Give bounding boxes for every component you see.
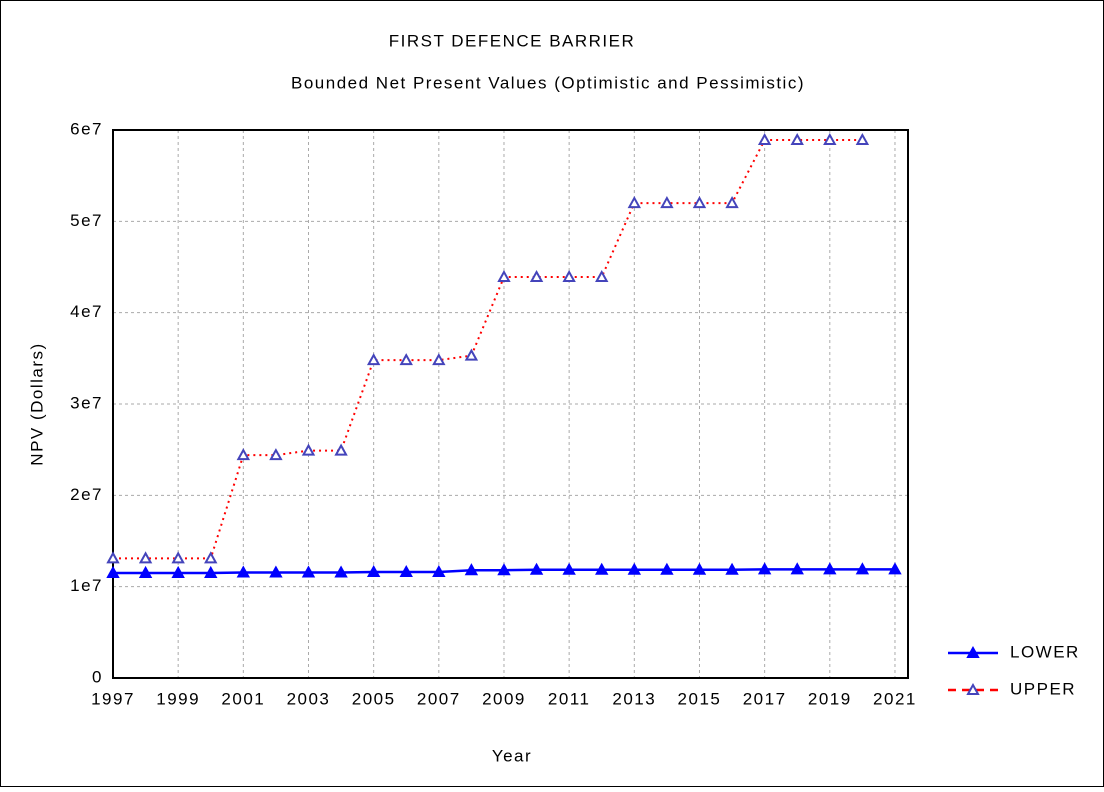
data-point [432, 564, 446, 578]
data-point [562, 562, 576, 575]
data-point [823, 132, 837, 146]
data-point [529, 562, 544, 575]
data-point [595, 562, 609, 575]
data-point [725, 562, 739, 575]
data-point [301, 443, 316, 456]
data-point [138, 551, 153, 564]
data-point [790, 132, 804, 146]
x-tick-label: 1999 [156, 689, 200, 708]
x-tick-label: 2009 [482, 689, 526, 708]
data-point [366, 564, 381, 578]
x-tick-label: 2021 [873, 689, 917, 708]
chart-title: FIRST DEFENCE BARRIER [389, 31, 636, 50]
data-point [464, 348, 479, 361]
legend-label: UPPER [1010, 679, 1076, 698]
y-tick-label: 0 [92, 667, 103, 686]
data-point [660, 562, 674, 575]
data-point [138, 565, 153, 578]
data-point [595, 269, 609, 283]
x-tick-label: 2011 [548, 689, 591, 708]
legend-label: LOWER [1010, 642, 1080, 661]
data-point [855, 562, 870, 575]
x-tick-label: 2017 [743, 689, 787, 708]
data-point [171, 565, 185, 578]
data-point [269, 448, 283, 461]
data-point [627, 562, 642, 575]
data-point [334, 443, 348, 456]
data-point [529, 269, 544, 283]
x-tick-label: 2013 [612, 689, 656, 708]
legend-marker [966, 645, 980, 658]
data-point [627, 196, 642, 209]
x-tick-label: 1997 [91, 689, 135, 708]
data-point [497, 563, 511, 576]
data-point [399, 564, 413, 578]
data-point [236, 565, 251, 578]
data-point [432, 353, 446, 366]
data-point [464, 563, 479, 576]
x-tick-label: 2001 [221, 689, 265, 708]
data-point [692, 196, 707, 209]
x-tick-label: 2015 [678, 689, 722, 708]
chart-subtitle: Bounded Net Present Values (Optimistic a… [291, 73, 805, 92]
data-point [562, 269, 576, 283]
data-point [204, 551, 218, 564]
data-point [660, 196, 674, 209]
y-tick-label: 5e7 [70, 211, 103, 230]
data-point [725, 196, 739, 209]
data-point [888, 562, 902, 575]
data-point [692, 562, 707, 575]
y-tick-label: 3e7 [70, 393, 103, 412]
y-tick-label: 4e7 [70, 302, 103, 321]
y-axis-label: NPV (Dollars) [27, 342, 46, 465]
data-point [497, 269, 511, 283]
data-point [171, 551, 185, 564]
y-tick-label: 2e7 [70, 485, 103, 504]
data-point [301, 565, 316, 578]
data-point [790, 562, 804, 575]
data-point [823, 562, 837, 575]
data-point [106, 565, 120, 578]
x-tick-label: 2005 [352, 689, 396, 708]
data-point [236, 448, 251, 461]
data-point [204, 565, 218, 578]
data-point [757, 562, 772, 575]
y-tick-label: 1e7 [70, 576, 103, 595]
data-point [269, 565, 283, 578]
x-tick-label: 2019 [808, 689, 852, 708]
data-point [106, 551, 120, 564]
x-tick-label: 2007 [417, 689, 461, 708]
y-tick-label: 6e7 [70, 119, 103, 138]
x-tick-label: 2003 [287, 689, 331, 708]
data-point [399, 353, 413, 366]
data-point [366, 353, 381, 366]
series-line [113, 139, 863, 560]
data-point [334, 565, 348, 578]
plot-area [112, 129, 909, 679]
x-axis-label: Year [492, 746, 532, 765]
data-point [855, 132, 870, 146]
legend-marker [966, 682, 980, 695]
data-point [757, 132, 772, 146]
